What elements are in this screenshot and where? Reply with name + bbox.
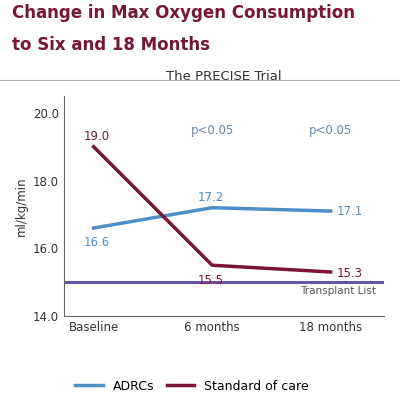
Text: 19.0: 19.0 [84,130,110,143]
Text: Change in Max Oxygen Consumption: Change in Max Oxygen Consumption [12,4,355,22]
Text: to Six and 18 Months: to Six and 18 Months [12,36,210,54]
Text: p<0.05: p<0.05 [190,124,234,137]
Y-axis label: ml/kg/min: ml/kg/min [14,176,28,236]
Text: 16.6: 16.6 [84,236,110,250]
Text: The PRECISE Trial: The PRECISE Trial [166,70,282,83]
Text: 15.3: 15.3 [336,267,362,280]
Text: 17.2: 17.2 [198,191,224,204]
Legend: ADRCs, Standard of care: ADRCs, Standard of care [70,375,314,398]
Text: 17.1: 17.1 [336,204,363,218]
Text: 15.5: 15.5 [198,274,224,287]
Text: p<0.05: p<0.05 [309,124,352,137]
Text: Transplant List: Transplant List [300,286,376,296]
